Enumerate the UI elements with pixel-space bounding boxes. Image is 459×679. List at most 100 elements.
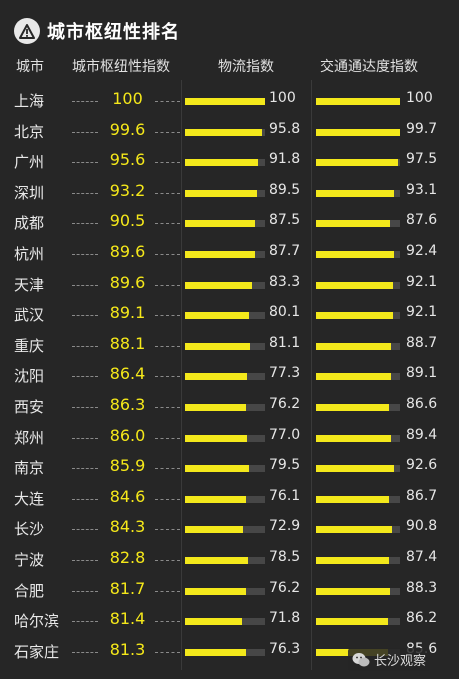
traffic-bar [316,189,395,197]
traffic-bar-track [316,465,400,473]
leader-dash [72,162,98,164]
table-row: 沈阳 86.4 77.3 89.1 [0,361,459,391]
column-header-traffic-index: 交通通达度指数 [320,59,418,75]
leader-dash [155,529,180,531]
city-name: 深圳 [14,183,45,202]
warning-triangle-icon [14,18,40,44]
table-row: 深圳 93.2 89.5 93.1 [0,178,459,208]
table-row: 西安 86.3 76.2 86.6 [0,392,459,422]
hub-index-value: 95.6 [109,150,146,170]
leader-dash [155,651,180,653]
city-name: 郑州 [14,428,45,447]
logistics-bar [185,618,243,626]
leader-dash [72,560,98,561]
leader-dash [72,590,98,592]
traffic-bar-track [316,526,400,534]
logistics-value: 77.3 [269,365,301,382]
logistics-bar [185,189,257,197]
leader-dash [72,498,98,500]
hub-index-value: 89.6 [109,242,146,261]
logistics-bar-track [185,98,265,105]
leader-dash [72,621,98,623]
traffic-bar [316,220,390,228]
hub-index-value: 82.8 [109,548,146,567]
traffic-bar [316,557,390,564]
logistics-bar-track [185,434,265,442]
traffic-value: 90.8 [406,518,438,535]
leader-dash [155,162,180,164]
traffic-value: 92.6 [406,457,438,474]
logistics-bar-track [185,220,265,228]
traffic-value: 100 [406,90,433,106]
traffic-bar-track [316,281,400,289]
traffic-bar [316,281,394,289]
city-name: 沈阳 [14,367,45,386]
city-name: 长沙 [14,520,45,539]
traffic-bar [316,373,391,381]
hub-index-value: 85.9 [109,456,146,476]
traffic-bar [316,495,389,503]
hub-index-value: 90.5 [109,211,146,231]
city-name: 杭州 [14,245,45,263]
traffic-bar-track [316,373,400,381]
column-header-logistics-index: 物流指数 [218,59,274,75]
table-row: 武汉 89.1 80.1 92.1 [0,300,459,330]
traffic-value: 87.6 [406,212,438,229]
table-row: 郑州 86.0 77.0 89.4 [0,423,459,453]
logistics-value: 72.9 [269,518,301,535]
table-row: 大连 84.6 76.1 86.7 [0,484,459,514]
logistics-bar-track [185,587,265,595]
logistics-bar [185,434,247,442]
traffic-value: 97.5 [406,151,438,168]
traffic-bar-track [316,495,400,503]
city-name: 重庆 [14,336,45,355]
leader-dash [155,131,180,133]
watermark: 长沙观察 [348,648,431,671]
table-row: 北京 99.6 95.8 99.7 [0,117,459,147]
hub-index-value: 81.3 [109,639,146,659]
logistics-bar-track [185,342,265,350]
logistics-bar [185,220,255,228]
traffic-bar [316,251,394,258]
leader-dash [155,590,180,592]
hub-index-value: 81.7 [109,578,146,598]
logistics-bar [185,159,259,167]
leader-dash [72,376,98,378]
traffic-bar [316,98,400,105]
hub-index-value: 86.0 [109,425,146,445]
traffic-value: 86.2 [406,610,438,627]
logistics-value: 76.2 [269,579,301,596]
logistics-value: 76.3 [269,640,301,657]
logistics-value: 91.8 [269,151,301,168]
chart-title: 城市枢纽性排名 [47,22,180,43]
logistics-bar [185,312,250,320]
traffic-value: 86.6 [406,396,438,412]
city-name: 合肥 [14,581,45,600]
wechat-icon [352,652,370,666]
logistics-bar [185,526,244,534]
city-name: 广州 [14,153,45,172]
logistics-bar-track [185,465,265,473]
logistics-value: 95.8 [269,120,301,137]
traffic-bar-track [316,312,400,320]
leader-dash [155,468,180,470]
hub-index-value: 84.3 [109,517,146,537]
column-header-hub-index: 城市枢纽性指数 [72,59,170,75]
city-name: 北京 [14,122,45,141]
logistics-bar-track [185,312,265,320]
chart-header: 城市枢纽性排名 [14,16,180,46]
traffic-value: 86.7 [406,487,438,504]
leader-dash [72,437,98,439]
logistics-bar-track [185,373,265,381]
logistics-bar-track [185,526,265,534]
traffic-bar-track [316,557,400,564]
traffic-value: 92.1 [406,304,438,321]
hub-index-value: 86.3 [109,395,146,414]
logistics-bar-track [185,557,265,564]
traffic-bar-track [316,159,400,167]
logistics-value: 81.1 [269,334,301,351]
leader-dash [72,345,98,347]
leader-dash [155,498,180,500]
leader-dash [155,254,180,255]
city-name: 武汉 [14,306,45,325]
